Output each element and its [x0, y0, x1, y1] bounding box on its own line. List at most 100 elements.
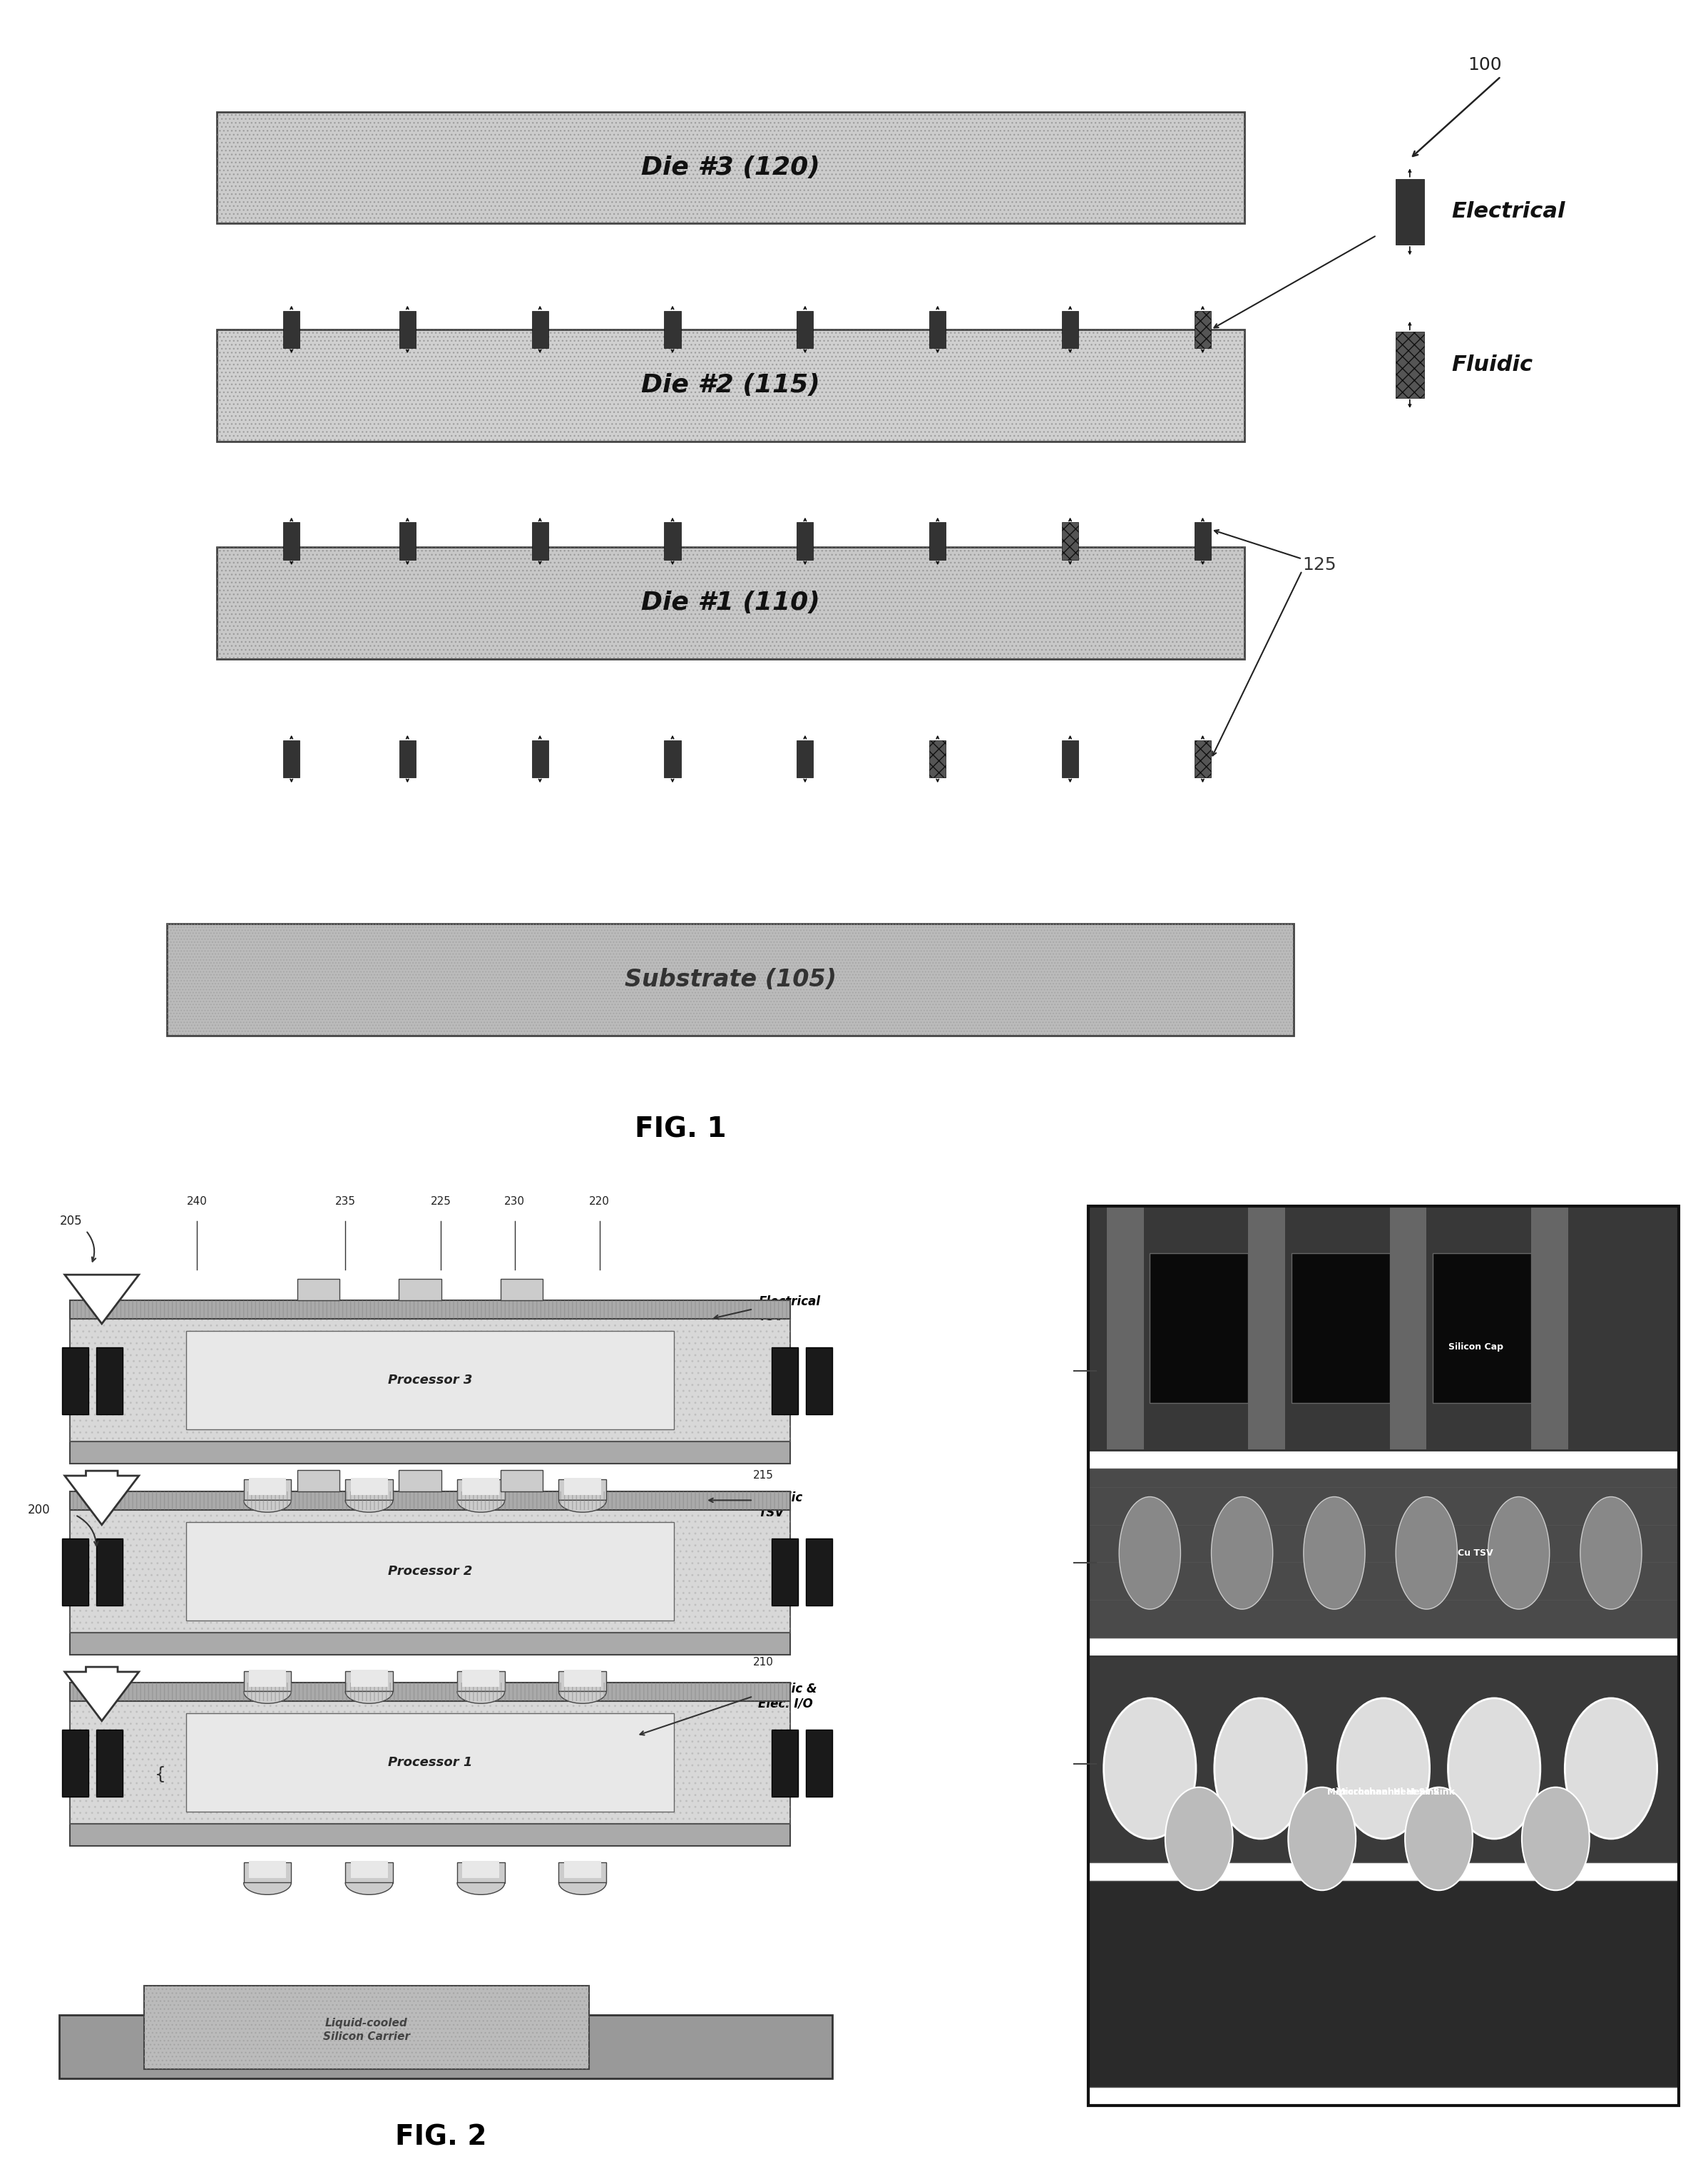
Text: Cu TSV: Cu TSV [1459, 1549, 1493, 1558]
Bar [61, 1347, 89, 1414]
Bar [458, 1480, 506, 1501]
Bar [217, 547, 1243, 658]
Bar [70, 1682, 791, 1702]
Circle shape [1565, 1697, 1657, 1839]
Polygon shape [65, 1471, 138, 1525]
Text: 220: 220 [589, 1196, 610, 1207]
Text: Liquid-cooled
Silicon Carrier: Liquid-cooled Silicon Carrier [323, 2018, 410, 2042]
Bar [1088, 1880, 1679, 2087]
Circle shape [1103, 1697, 1196, 1839]
Bar [664, 312, 681, 349]
Bar [1088, 1207, 1679, 1449]
Bar [249, 1669, 285, 1687]
Bar [1149, 1253, 1249, 1403]
Polygon shape [458, 1883, 506, 1894]
Circle shape [1522, 1787, 1590, 1889]
Bar [531, 741, 548, 778]
Text: Fluidic: Fluidic [1452, 355, 1532, 375]
Text: Processor 1: Processor 1 [388, 1756, 473, 1769]
Text: Fluidic
TSV: Fluidic TSV [758, 1490, 803, 1519]
Bar [463, 1861, 499, 1878]
Bar [244, 1863, 292, 1883]
Bar [929, 523, 946, 560]
Bar [772, 1730, 798, 1798]
Bar [1062, 523, 1078, 560]
Text: FIG. 1: FIG. 1 [635, 1116, 726, 1144]
Bar [70, 1702, 791, 1824]
Bar [143, 1985, 589, 2070]
Bar [70, 1301, 791, 1318]
Bar [60, 2016, 832, 2079]
Text: 240: 240 [186, 1196, 207, 1207]
Bar [70, 1682, 791, 1702]
Bar [345, 1671, 393, 1691]
Polygon shape [65, 1275, 138, 1325]
Text: 205: 205 [60, 1214, 82, 1227]
Text: Silicon Cap: Silicon Cap [1448, 1342, 1503, 1351]
Bar [929, 741, 946, 778]
Bar [1433, 1253, 1530, 1403]
Ellipse shape [1395, 1497, 1457, 1608]
Circle shape [1165, 1787, 1233, 1889]
Bar [1194, 741, 1211, 778]
Bar [70, 1510, 791, 1632]
Ellipse shape [1303, 1497, 1365, 1608]
Bar [796, 312, 813, 349]
Bar [143, 1985, 589, 2070]
Ellipse shape [1580, 1497, 1641, 1608]
Bar [400, 741, 415, 778]
Bar [186, 1331, 675, 1429]
Text: 200: 200 [27, 1504, 50, 1517]
Bar [564, 1669, 601, 1687]
Bar [96, 1347, 123, 1414]
Bar [249, 1861, 285, 1878]
Text: Die #3 (120): Die #3 (120) [640, 155, 820, 181]
Bar [1390, 1207, 1426, 1449]
Bar [284, 312, 301, 349]
Bar [61, 1730, 89, 1798]
Bar [806, 1347, 832, 1414]
Bar [1062, 741, 1078, 778]
Bar [244, 1480, 292, 1501]
Polygon shape [559, 1691, 606, 1704]
Bar [350, 1477, 388, 1495]
Bar [350, 1669, 388, 1687]
Bar [1088, 1469, 1679, 1636]
Text: 215: 215 [753, 1471, 774, 1482]
Text: 230: 230 [504, 1196, 524, 1207]
Bar [217, 111, 1243, 224]
Bar [772, 1538, 798, 1606]
Bar [70, 1493, 791, 1510]
Bar [400, 523, 415, 560]
Polygon shape [559, 1501, 606, 1512]
Bar [398, 1471, 441, 1493]
Text: Microchannel Heat Sink: Microchannel Heat Sink [1337, 1787, 1455, 1795]
Text: Die #1 (110): Die #1 (110) [640, 591, 820, 614]
Polygon shape [244, 1501, 292, 1512]
Bar [244, 1671, 292, 1691]
Bar [70, 1493, 791, 1510]
Polygon shape [458, 1691, 506, 1704]
Text: FIG. 2: FIG. 2 [395, 2125, 487, 2151]
Bar [70, 1318, 791, 1442]
Bar [1088, 1656, 1679, 1863]
Text: Microchannel Heat Sink: Microchannel Heat Sink [1327, 1787, 1440, 1795]
Bar [1194, 523, 1211, 560]
Circle shape [1337, 1697, 1430, 1839]
Bar [217, 329, 1243, 440]
Bar [186, 1523, 675, 1621]
Bar [463, 1477, 499, 1495]
Bar [284, 741, 301, 778]
Bar [500, 1471, 543, 1493]
Bar [796, 523, 813, 560]
Bar [458, 1671, 506, 1691]
Bar [96, 1730, 123, 1798]
Bar [559, 1863, 606, 1883]
Bar [1530, 1207, 1568, 1449]
Bar [564, 1861, 601, 1878]
Ellipse shape [1211, 1497, 1272, 1608]
Polygon shape [244, 1691, 292, 1704]
Bar [249, 1477, 285, 1495]
Text: 235: 235 [335, 1196, 355, 1207]
Bar [186, 1713, 675, 1811]
